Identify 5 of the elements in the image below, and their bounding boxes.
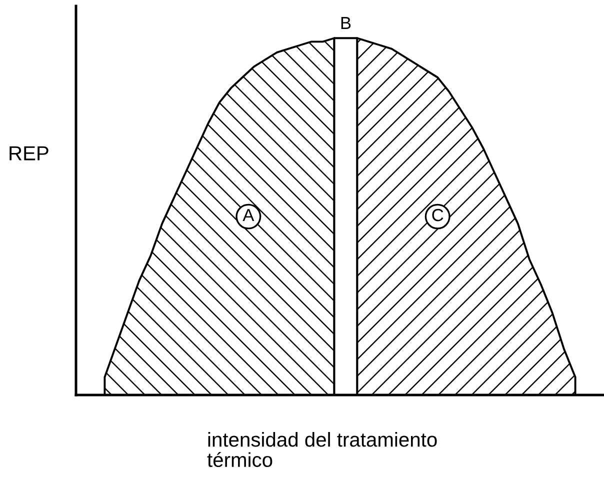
series-label: C bbox=[432, 208, 444, 222]
series-label: B bbox=[341, 17, 351, 29]
y-axis-title: REP bbox=[10, 146, 48, 160]
series-label: A bbox=[242, 209, 254, 222]
x-axis-title: intensidad del tratamiento térmico bbox=[207, 432, 437, 468]
